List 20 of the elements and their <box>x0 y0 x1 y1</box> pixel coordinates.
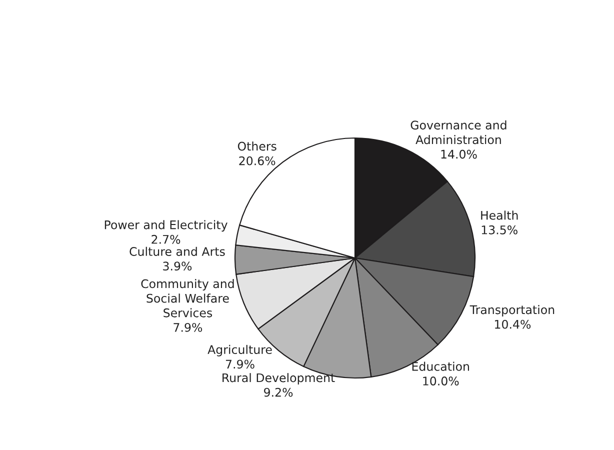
data-label: 9.2% <box>264 388 293 397</box>
slice-label: Others <box>238 142 276 151</box>
data-label: 3.9% <box>163 262 192 271</box>
slice-label: Education <box>412 362 470 371</box>
slice-label: Power and Electricity <box>104 220 228 232</box>
data-label: 7.9% <box>226 360 254 369</box>
data-label: 2.7% <box>152 234 180 244</box>
data-label: 10.0% <box>423 376 459 386</box>
slice-label: Community and Social Welfare Services <box>141 279 234 318</box>
slice-label: Governance and Administration <box>410 120 506 144</box>
data-label: 14.0% <box>441 150 477 159</box>
data-label: 13.5% <box>482 225 518 234</box>
data-label: 20.6% <box>239 156 276 166</box>
slice-label: Transportation <box>470 305 554 316</box>
slice-label: Agriculture <box>208 344 272 356</box>
slice-label: Rural Development <box>222 373 335 384</box>
slice-label: Culture and Arts <box>130 246 225 256</box>
data-label: 10.4% <box>495 320 531 329</box>
data-label: 7.9% <box>174 322 202 332</box>
slice-label: Health <box>481 210 518 220</box>
